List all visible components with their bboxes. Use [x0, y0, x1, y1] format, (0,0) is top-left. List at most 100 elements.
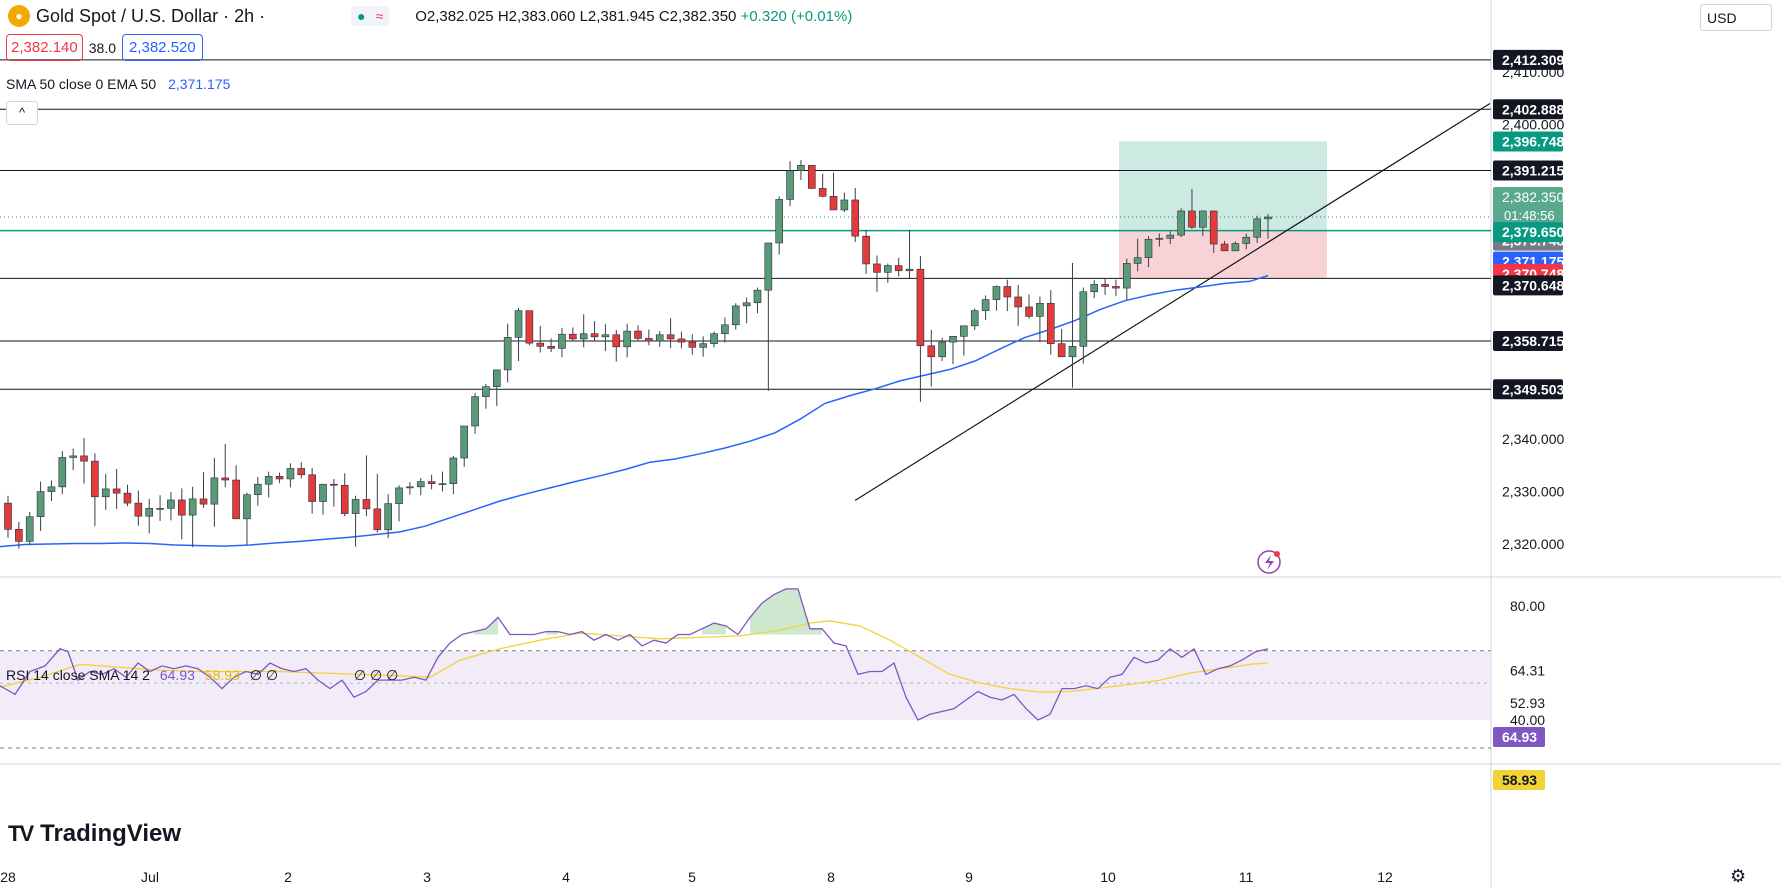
candle: [80, 438, 88, 484]
price-label-box: [1493, 131, 1563, 152]
candle-body: [949, 336, 957, 343]
tradingview-mark-icon: TV: [8, 821, 34, 846]
candle: [677, 331, 686, 349]
candle: [873, 255, 881, 292]
candle: [634, 325, 642, 342]
candle-body: [167, 499, 175, 509]
candle-body: [710, 333, 718, 344]
candle-body: [721, 324, 729, 334]
candle-body: [254, 483, 262, 496]
status-pills[interactable]: ● ≈: [351, 6, 390, 26]
buy-button[interactable]: 2,382.520: [121, 34, 203, 61]
candle: [36, 481, 45, 531]
ema-50-line: [0, 274, 1269, 548]
candle-body: [601, 334, 610, 338]
sell-button[interactable]: 2,382.140: [6, 34, 83, 61]
candle: [264, 471, 273, 498]
candle-body: [525, 310, 534, 344]
ohlc-high: H2,383.060: [497, 7, 576, 25]
candle-body: [47, 486, 56, 492]
candle-body: [894, 265, 903, 272]
candle: [894, 257, 903, 277]
last-price-label: 2,382.350 01:48:56: [1493, 187, 1564, 228]
candle-body: [1209, 210, 1218, 245]
rsi-legend[interactable]: RSI 14 close SMA 14 2 64.93 58.93 ∅ ∅ ∅ …: [6, 667, 398, 684]
lightning-icon-dot: [1274, 551, 1280, 557]
price-label: 2,396.748: [1493, 131, 1564, 152]
rsi-legend-label: RSI 14 close SMA 14 2: [6, 667, 150, 683]
candle: [905, 229, 914, 279]
price-label-text: 2,358.715: [1502, 333, 1564, 349]
candle-body: [58, 457, 67, 488]
price-label-text: 2,391.215: [1502, 163, 1564, 179]
candle-body: [503, 337, 512, 371]
currency-select[interactable]: USD: [1700, 4, 1772, 31]
candle-body: [156, 508, 164, 510]
candle-body: [1220, 243, 1229, 252]
time-axis-tick: 8: [827, 869, 835, 885]
candle: [884, 263, 892, 283]
candle: [927, 330, 936, 387]
candle: [69, 448, 77, 471]
candle: [590, 321, 599, 341]
time-axis-tick: 3: [423, 869, 431, 885]
candle-body: [1188, 210, 1196, 228]
candle: [753, 287, 762, 314]
candle: [156, 495, 164, 521]
candle: [471, 392, 479, 434]
candle-body: [438, 483, 447, 485]
candle: [416, 477, 425, 496]
ema-legend[interactable]: SMA 50 close 0 EMA 50 2,371.175: [6, 76, 230, 92]
candle-body: [80, 455, 88, 462]
candle: [1101, 278, 1109, 295]
rsi-band-fill: [0, 650, 1491, 720]
candle-body: [688, 341, 697, 348]
candle: [406, 482, 414, 495]
candle: [384, 494, 392, 539]
price-label: 2,412.309: [1493, 49, 1564, 70]
time-axis-tick: 28: [0, 869, 16, 885]
tradingview-wordmark: TradingView: [40, 820, 182, 847]
price-label-box: [1493, 99, 1563, 120]
gold-coin-icon: ●: [8, 5, 30, 27]
symbol-title[interactable]: Gold Spot / U.S. Dollar · 2h ·: [36, 5, 266, 26]
candle-body: [449, 457, 458, 484]
candle-body: [1046, 302, 1055, 344]
rsi-value-label: 64.93: [1493, 727, 1545, 747]
candle-body: [264, 476, 273, 485]
candle-body: [1003, 286, 1012, 298]
candle-body: [1199, 210, 1207, 228]
candle-body: [4, 502, 12, 530]
candle: [340, 473, 349, 517]
candle-body: [1057, 343, 1066, 358]
candle: [58, 451, 67, 495]
price-label-box: [1493, 222, 1563, 243]
settings-gear-icon[interactable]: ⚙: [1730, 866, 1747, 886]
ohlc-readout: O2,382.025 H2,383.060 L2,381.945 C2,382.…: [415, 8, 852, 25]
candle: [655, 331, 664, 347]
collapse-legend-button[interactable]: ^: [6, 101, 38, 125]
price-label-text: 2,349.503: [1502, 381, 1564, 397]
candle-body: [514, 310, 523, 338]
candle-body: [840, 199, 849, 211]
price-label-box: [1493, 330, 1563, 351]
rsi-legend-value: 64.93: [159, 667, 195, 683]
candle: [1166, 231, 1175, 245]
candle: [1188, 188, 1196, 229]
tradingview-logo[interactable]: TV TradingView: [8, 820, 181, 848]
candle: [1112, 279, 1120, 296]
candle-body: [69, 455, 77, 458]
candle: [1025, 294, 1033, 319]
candle: [47, 480, 56, 501]
price-label-text: 2,412.309: [1502, 52, 1564, 68]
candle: [786, 161, 794, 207]
rsi-overbought-fill: [702, 623, 726, 635]
candle: [862, 229, 870, 274]
candle: [449, 455, 458, 495]
market-open-dot-icon: ●: [357, 8, 366, 24]
candle-body: [134, 502, 143, 517]
candle: [275, 472, 284, 484]
candle: [395, 485, 403, 522]
candle-body: [1122, 263, 1131, 289]
